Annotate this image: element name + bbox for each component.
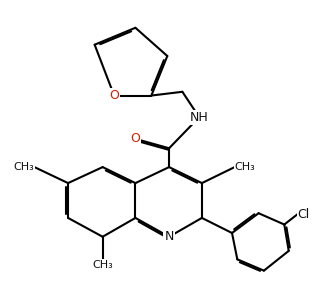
Text: CH₃: CH₃	[235, 162, 255, 172]
Text: Cl: Cl	[297, 208, 310, 221]
Text: O: O	[109, 89, 119, 102]
Text: CH₃: CH₃	[14, 162, 34, 172]
Text: NH: NH	[190, 111, 209, 124]
Text: N: N	[164, 230, 174, 243]
Text: O: O	[131, 132, 140, 145]
Text: CH₃: CH₃	[92, 260, 113, 270]
